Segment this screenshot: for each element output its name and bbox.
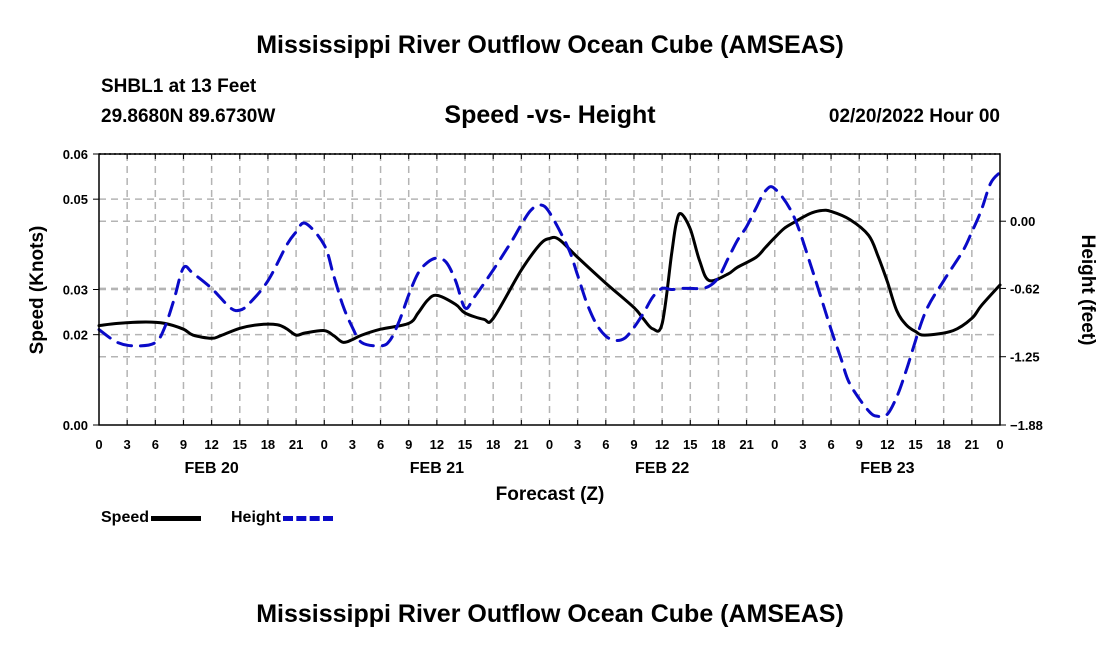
x-tick-label: 21	[965, 437, 979, 452]
x-tick-label: 12	[655, 437, 669, 452]
day-label: FEB 20	[185, 460, 239, 477]
x-tick-label: 15	[683, 437, 697, 452]
station-label: SHBL1 at 13 Feet	[101, 76, 257, 97]
x-tick-label: 21	[514, 437, 528, 452]
x-tick-label: 0	[546, 437, 553, 452]
y-tick-label: 0.05	[63, 192, 88, 207]
x-tick-label: 15	[458, 437, 472, 452]
x-tick-label: 12	[880, 437, 894, 452]
day-label: FEB 23	[860, 460, 914, 477]
speed-height-chart: 0 3 6 9 12 15 18 21 0 3 6 9 12 15 18 21 0 3 6 9 12 15 18 21 0 3 6 9…	[27, 147, 1098, 505]
x-tick-label: 15	[233, 437, 247, 452]
y2-tick-label: 0.00	[1010, 214, 1035, 229]
x-tick-label: 18	[936, 437, 950, 452]
x-tick-label: 15	[908, 437, 922, 452]
x-tick-label: 12	[430, 437, 444, 452]
legend-speed-swatch	[151, 515, 202, 521]
x-tick-label: 18	[486, 437, 500, 452]
y-tick-label: 0.00	[63, 418, 88, 433]
x-tick-label: 3	[349, 437, 356, 452]
x-tick-label: 18	[261, 437, 275, 452]
y2-axis-title: Height (feet)	[1077, 235, 1098, 346]
x-tick-label: 18	[711, 437, 725, 452]
x-tick-label: 21	[289, 437, 303, 452]
legend-height-swatch	[282, 515, 333, 521]
forecast-timestamp: 02/20/2022 Hour 00	[828, 106, 1000, 127]
x-tick-label: 3	[124, 437, 131, 452]
x-tick-label: 0	[321, 437, 328, 452]
legend-height: Height	[231, 509, 333, 527]
grid-lines	[99, 154, 1000, 425]
y2-tick-label: -1.25	[1010, 350, 1040, 365]
day-label: FEB 21	[410, 460, 464, 477]
x-tick-label: 6	[602, 437, 609, 452]
speed-series-line	[97, 208, 1002, 344]
x-tick-label: 0	[996, 437, 1003, 452]
axis-labels: Forecast (Z) Speed (Knots) Height (feet)	[27, 226, 1098, 505]
x-tick-label: 0	[771, 437, 778, 452]
x-tick-label: 3	[574, 437, 581, 452]
legend-speed: Speed	[101, 509, 202, 527]
x-tick-label: 0	[95, 437, 102, 452]
x-tick-label: 3	[799, 437, 806, 452]
x-tick-label: 6	[377, 437, 384, 452]
y-tick-label: 0.06	[63, 147, 88, 162]
y2-tick-label: -0.62	[1010, 281, 1040, 296]
x-tick-label: 9	[405, 437, 412, 452]
y-tick-label: 0.02	[63, 328, 88, 343]
x-tick-label: 9	[630, 437, 637, 452]
legend-speed-label: Speed	[101, 509, 150, 526]
x-tick-label: 6	[827, 437, 834, 452]
footer-title: Mississippi River Outflow Ocean Cube (AM…	[256, 600, 844, 628]
chart-subtitle: Speed -vs- Height	[444, 101, 656, 129]
x-tick-label: 12	[204, 437, 218, 452]
day-label: FEB 22	[635, 460, 689, 477]
axes: 0 3 6 9 12 15 18 21 0 3 6 9 12 15 18 21 0 3 6 9 12 15 18 21 0 3 6 9…	[63, 147, 1043, 477]
series-lines	[97, 170, 1002, 419]
y2-tick-label: −1.88	[1010, 418, 1043, 433]
x-axis-title: Forecast (Z)	[496, 484, 605, 505]
coordinates-label: 29.8680N 89.6730W	[101, 106, 276, 127]
height-series-line	[97, 170, 1002, 419]
x-tick-label: 21	[739, 437, 753, 452]
y-tick-label: 0.03	[63, 283, 88, 298]
legend-height-label: Height	[231, 509, 281, 526]
x-tick-label: 9	[856, 437, 863, 452]
x-tick-label: 6	[152, 437, 159, 452]
chart-title: Mississippi River Outflow Ocean Cube (AM…	[256, 31, 844, 59]
y-axis-title: Speed (Knots)	[27, 226, 48, 355]
x-tick-label: 9	[180, 437, 187, 452]
